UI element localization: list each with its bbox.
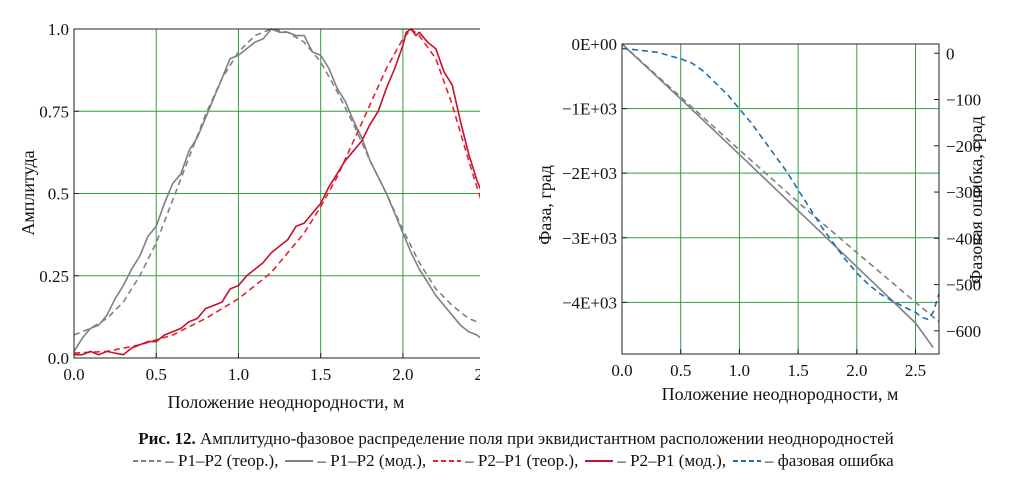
legend-swatch (285, 460, 314, 462)
y-tick-label: 0.25 (39, 267, 69, 286)
amplitude-chart: 0.0 0.5 1.0 1.5 2.0 2.5 0.0 0.25 0.5 0.75 1.0 Пол… (18, 20, 480, 412)
y-tick-label: −4E+03 (562, 293, 617, 312)
phase-y-axis-label: Фаза, град (535, 165, 555, 245)
legend-swatch (133, 460, 162, 462)
y-right-tick-label: −100 (946, 91, 981, 110)
phase-error-y-ticks-right: 0 −100 −200 −300 −400 −500 −600 (934, 44, 981, 341)
y-right-tick-label: −400 (946, 229, 981, 248)
y-right-tick-label: −600 (946, 322, 981, 341)
y-right-tick-label: −300 (946, 183, 981, 202)
amplitude-x-axis-label: Положение неоднородности, м (168, 392, 405, 412)
legend-swatch (433, 460, 462, 462)
amplitude-x-ticks: 0.0 0.5 1.0 1.5 2.0 2.5 (63, 353, 480, 384)
x-tick-label: 1.0 (729, 361, 750, 380)
y-tick-label: −2E+03 (562, 164, 617, 183)
amplitude-y-axis-label: Амплитуда (18, 150, 38, 235)
y-tick-label: 0E+00 (572, 35, 617, 54)
series-line-p2-p1-мод- (74, 28, 480, 356)
x-tick-label: 2.0 (392, 365, 413, 384)
caption-text: Амплитудно-фазовое распределение поля пр… (199, 429, 894, 448)
legend-swatch (585, 460, 614, 462)
legend-item: – фазовая ошибка (732, 450, 894, 472)
legend-label: – P2–P1 (теор.), (465, 451, 579, 470)
y-tick-label: 1.0 (48, 20, 69, 39)
y-tick-label: 0.5 (48, 185, 69, 204)
x-tick-label: 0.5 (146, 365, 167, 384)
legend-label: – P1–P2 (мод.), (317, 451, 427, 470)
phase-chart: 0.0 0.5 1.0 1.5 2.0 2.5 0E+00 −1E+03 −2E+03 −3E+… (535, 35, 986, 404)
x-tick-label: 1.0 (228, 365, 249, 384)
phase-error-y-axis-label: Фазовая ошибка, град (966, 116, 986, 284)
x-tick-label: 0.0 (63, 365, 84, 384)
legend-label: – P2–P1 (мод.), (617, 451, 726, 470)
amplitude-grid (73, 28, 480, 359)
legend: – P1–P2 (теор.), – P1–P2 (мод.), – P2–P1 (… (132, 450, 899, 472)
x-tick-label: 0.5 (670, 361, 691, 380)
y-tick-label: −1E+03 (562, 100, 617, 119)
x-tick-label: 2.0 (846, 361, 867, 380)
phase-x-axis-label: Положение неоднородности, м (662, 384, 899, 404)
series-line-p1-p2-мод- (73, 28, 480, 352)
series-line-фазовая-ошибка (621, 47, 940, 321)
y-tick-label: −3E+03 (562, 229, 617, 248)
series-line-p1-p2-теор- (73, 28, 480, 336)
x-tick-label: 2.5 (905, 361, 926, 380)
y-right-tick-label: 0 (946, 44, 955, 63)
phase-y-ticks-left: 0E+00 −1E+03 −2E+03 −3E+03 −4E+03 (562, 35, 627, 312)
phase-x-ticks: 0.0 0.5 1.0 1.5 2.0 2.5 (611, 349, 926, 380)
x-tick-label: 1.5 (787, 361, 808, 380)
series-line-p2-p1-теор- (73, 28, 480, 354)
x-tick-label: 2.5 (474, 365, 480, 384)
legend-item: – P2–P1 (теор.), (432, 450, 578, 472)
legend-swatch (733, 460, 761, 462)
amplitude-y-ticks: 0.0 0.25 0.5 0.75 1.0 (39, 20, 79, 368)
y-right-tick-label: −500 (946, 276, 981, 295)
series-line-p1-p2-мод- (621, 43, 934, 348)
caption-title-line: Рис. 12. Амплитудно-фазовое распределени… (0, 428, 1032, 450)
caption-figure-number: Рис. 12. (138, 429, 196, 448)
legend-item: – P1–P2 (мод.), (284, 450, 426, 472)
phase-series (621, 43, 940, 348)
legend-label: – P1–P2 (теор.), (165, 451, 279, 470)
x-tick-label: 0.0 (611, 361, 632, 380)
y-tick-label: 0.75 (39, 102, 69, 121)
legend-label: – фазовая ошибка (765, 451, 894, 470)
y-right-tick-label: −200 (946, 137, 981, 156)
legend-item: – P2–P1 (мод.), (584, 450, 726, 472)
amplitude-series (73, 28, 480, 356)
series-line-p1-p2-теор- (621, 43, 940, 323)
y-tick-label: 0.0 (48, 349, 69, 368)
figure-caption: Рис. 12. Амплитудно-фазовое распределени… (0, 428, 1032, 472)
phase-plot-frame (621, 43, 940, 355)
legend-item: – P1–P2 (теор.), (132, 450, 278, 472)
x-tick-label: 1.5 (310, 365, 331, 384)
phase-grid (621, 43, 939, 354)
